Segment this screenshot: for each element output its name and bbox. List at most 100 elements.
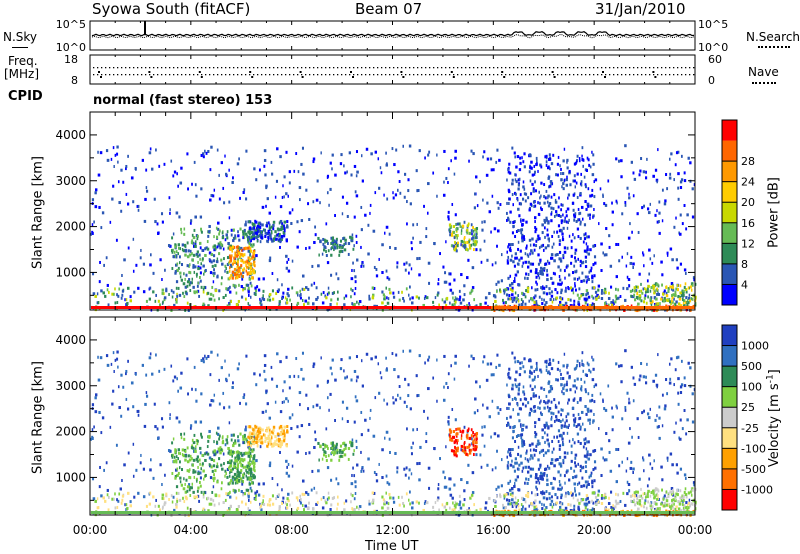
power-cell [682, 299, 686, 303]
velocity-cell [267, 445, 269, 449]
power-cell [531, 182, 534, 186]
velocity-cell [200, 432, 203, 436]
velocity-cell [178, 466, 181, 470]
power-cell [551, 281, 554, 285]
nave-point [329, 67, 331, 69]
power-cell [212, 274, 215, 278]
power-cell [461, 224, 465, 228]
nave-point [345, 67, 347, 69]
power-cell [155, 306, 157, 309]
power-cell [198, 294, 201, 298]
power-cell [655, 302, 657, 306]
power-cell [259, 306, 261, 309]
velocity-cell [651, 466, 654, 470]
velocity-cell [252, 439, 255, 443]
velocity-cell [612, 507, 615, 511]
velocity-cell [452, 429, 456, 433]
power-cell [605, 303, 608, 307]
power-cell [296, 245, 299, 249]
power-cell [117, 180, 120, 184]
velocity-cell [245, 425, 247, 429]
velocity-cell [275, 442, 278, 446]
power-cell [412, 236, 414, 240]
power-cell [521, 228, 524, 232]
power-cell [570, 254, 573, 258]
power-cell [253, 226, 255, 230]
power-cell [285, 254, 288, 258]
freq-point [581, 74, 583, 76]
power-cell [627, 278, 631, 282]
power-cell [569, 298, 572, 302]
velocity-cell [95, 393, 98, 397]
velocity-cell [264, 436, 267, 440]
velocity-cell [260, 441, 264, 445]
freq-point [453, 74, 455, 76]
power-cell [141, 306, 143, 309]
velocity-cell [193, 365, 196, 369]
power-cell [219, 241, 222, 245]
velocity-cell [230, 479, 233, 483]
power-cell [567, 220, 569, 224]
power-cell [264, 231, 267, 235]
power-cell [675, 151, 679, 155]
power-cell [507, 218, 510, 222]
power-cell [539, 272, 542, 276]
power-cell [532, 187, 535, 191]
power-cell [636, 296, 639, 300]
power-cell [558, 229, 561, 233]
velocity-cell [279, 450, 281, 454]
velocity-cell [288, 386, 291, 390]
velocity-cell [197, 472, 200, 476]
power-cell [530, 192, 533, 196]
power-cell [418, 273, 421, 277]
power-cell [464, 241, 467, 245]
power-cell [437, 282, 440, 286]
power-cell [584, 183, 587, 187]
power-cell [557, 155, 560, 159]
power-cell [605, 306, 607, 309]
velocity-cell [183, 437, 186, 441]
power-cell [225, 287, 228, 291]
power-cell [130, 176, 134, 180]
power-cell [347, 242, 351, 246]
power-cell [627, 306, 629, 309]
power-cell [337, 277, 340, 281]
power-cell [534, 216, 537, 220]
power-cell [238, 157, 240, 161]
freq-point [625, 74, 627, 76]
power-cell [511, 289, 514, 293]
power-cell [595, 306, 597, 309]
velocity-cell [314, 438, 317, 442]
velocity-cell [266, 426, 268, 430]
velocity-cell [90, 437, 93, 441]
power-cell [245, 220, 247, 224]
power-cell [586, 297, 589, 301]
power-cell [189, 303, 192, 307]
power-cell [315, 198, 319, 202]
power-cell [237, 230, 239, 234]
power-cell [654, 168, 658, 172]
freq-point [100, 76, 102, 78]
velocity-cell [271, 377, 274, 381]
power-cell [563, 250, 567, 254]
velocity-cell [195, 439, 198, 443]
power-cell [581, 306, 583, 309]
power-cell [281, 222, 284, 226]
power-cell [574, 248, 578, 252]
power-cell [550, 294, 554, 298]
power-cell [543, 220, 547, 224]
power-cell [655, 306, 657, 309]
power-cell [154, 299, 157, 303]
power-cell [121, 273, 123, 277]
power-cell [224, 293, 227, 297]
power-cell [509, 220, 512, 224]
velocity-cell [242, 435, 245, 439]
power-cell [565, 306, 567, 309]
velocity-cell [508, 448, 511, 452]
nsky-line [91, 31, 695, 37]
power-cell [268, 211, 272, 215]
freq-point [493, 74, 495, 76]
power-cell [667, 298, 670, 302]
power-cell [539, 258, 542, 262]
power-cell [546, 200, 549, 204]
